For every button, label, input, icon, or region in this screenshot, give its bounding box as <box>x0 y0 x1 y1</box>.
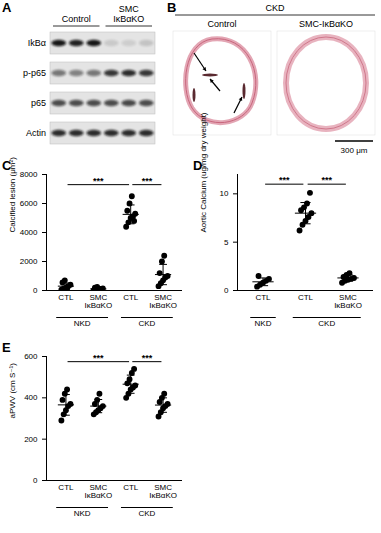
svg-text:p-p65: p-p65 <box>23 68 46 78</box>
svg-text:400: 400 <box>24 393 38 402</box>
svg-text:0: 0 <box>33 476 38 485</box>
svg-text:CKD: CKD <box>318 319 335 328</box>
svg-text:2000: 2000 <box>20 257 38 266</box>
svg-text:Control: Control <box>62 14 91 24</box>
svg-text:SMC: SMC <box>119 4 140 14</box>
svg-text:***: *** <box>279 175 290 185</box>
svg-text:SMCIκBαKO: SMCIκBαKO <box>84 293 112 310</box>
svg-text:CKD: CKD <box>138 509 155 518</box>
svg-text:***: *** <box>142 176 153 186</box>
svg-text:IkBα: IkBα <box>28 38 46 48</box>
svg-text:aPWV (cm S⁻¹): aPWV (cm S⁻¹) <box>8 363 17 419</box>
svg-text:SMCIκBαKO: SMCIκBαKO <box>334 293 362 310</box>
svg-text:Actin: Actin <box>26 128 46 138</box>
svg-text:CTL: CTL <box>123 293 139 302</box>
svg-text:***: *** <box>142 353 153 363</box>
svg-text:NKD: NKD <box>74 319 91 328</box>
svg-text:CKD: CKD <box>265 3 285 13</box>
svg-text:6000: 6000 <box>20 199 38 208</box>
svg-text:CTL: CTL <box>298 293 314 302</box>
svg-text:Control: Control <box>207 19 236 29</box>
svg-text:5: 5 <box>224 238 229 247</box>
svg-text:NKD: NKD <box>74 509 91 518</box>
svg-text:***: *** <box>321 175 332 185</box>
svg-text:SMCIκBαKO: SMCIκBαKO <box>149 483 177 500</box>
svg-text:NKD: NKD <box>255 319 272 328</box>
svg-text:0: 0 <box>33 286 38 295</box>
svg-text:CTL: CTL <box>58 483 74 492</box>
svg-text:10: 10 <box>220 189 229 198</box>
svg-text:SMCIκBαKO: SMCIκBαKO <box>84 483 112 500</box>
svg-text:CTL: CTL <box>255 293 271 302</box>
svg-text:IκBαKO: IκBαKO <box>113 14 144 24</box>
svg-text:***: *** <box>93 176 104 186</box>
svg-text:600: 600 <box>24 352 38 361</box>
svg-text:8000: 8000 <box>20 170 38 179</box>
svg-text:200: 200 <box>24 435 38 444</box>
svg-text:300 μm: 300 μm <box>341 146 368 155</box>
svg-text:***: *** <box>93 353 104 363</box>
svg-text:CTL: CTL <box>58 293 74 302</box>
svg-text:CTL: CTL <box>123 483 139 492</box>
svg-text:SMCIκBαKO: SMCIκBαKO <box>149 293 177 310</box>
svg-text:SMC-IκBαKO: SMC-IκBαKO <box>299 19 353 29</box>
svg-text:4000: 4000 <box>20 228 38 237</box>
svg-text:0: 0 <box>224 286 229 295</box>
svg-text:CKD: CKD <box>138 319 155 328</box>
svg-text:Aortic Calcium (ug/mg dry weig: Aortic Calcium (ug/mg dry weight) <box>199 112 208 232</box>
svg-text:p65: p65 <box>31 98 46 108</box>
svg-text:Calcified lesion (μm²): Calcified lesion (μm²) <box>8 157 17 233</box>
